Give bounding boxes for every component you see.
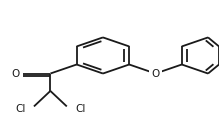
Text: O: O — [151, 68, 160, 79]
Text: O: O — [11, 68, 20, 79]
Text: Cl: Cl — [16, 104, 26, 114]
Text: Cl: Cl — [76, 104, 86, 114]
